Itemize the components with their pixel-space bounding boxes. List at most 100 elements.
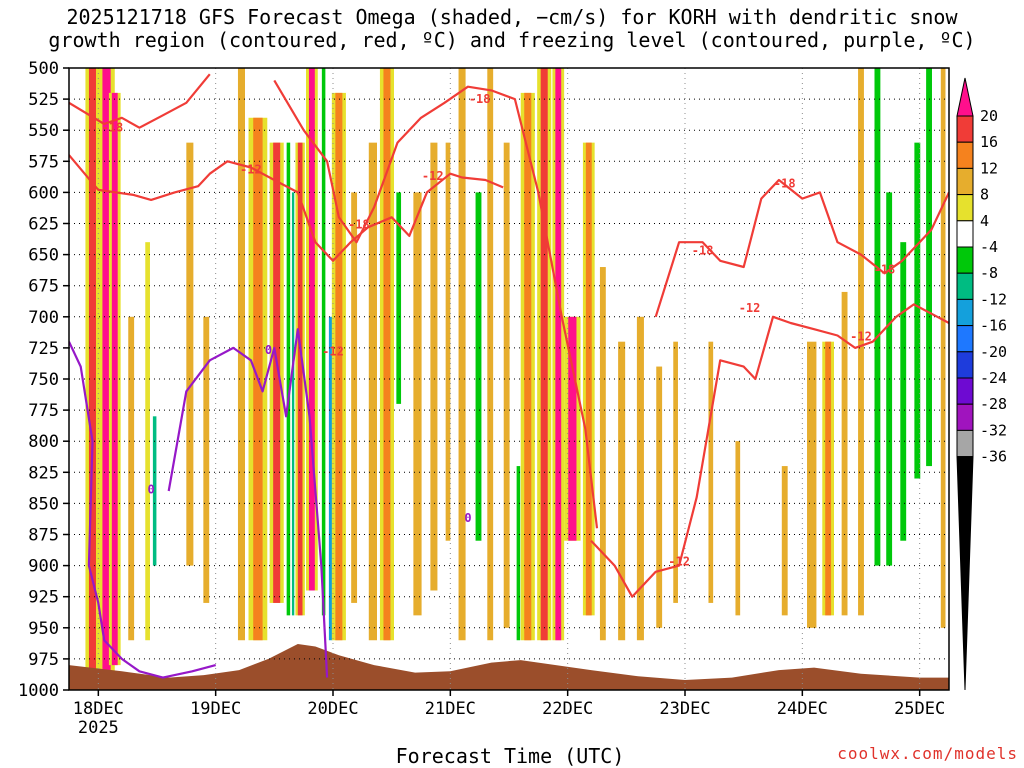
y-tick-label-825: 825 — [28, 463, 59, 483]
colorbar-label-5: -4 — [980, 238, 998, 256]
omega-column-13 — [297, 142, 303, 616]
y-axis: 500 525 550 575 600 625 650 675 700 725 750 775 800 8… — [18, 59, 69, 701]
y-tick-label-500: 500 — [28, 59, 59, 79]
contour-2 — [273, 79, 599, 529]
contour-label-0: -18 — [102, 120, 124, 134]
colorbar-segment-13 — [956, 429, 974, 458]
contour-label-5: -12 — [422, 169, 444, 183]
y-tick-label-600: 600 — [28, 183, 59, 203]
contour-0 — [69, 73, 211, 129]
y-tick-label-800: 800 — [28, 432, 59, 452]
contour-label-8: -12 — [739, 301, 761, 315]
omega-column-45 — [841, 291, 848, 616]
omega-column-52 — [940, 68, 946, 628]
y-tick-label-700: 700 — [28, 308, 59, 328]
x-tick-label-20DEC: 20DEC — [307, 699, 358, 719]
x-tick-label-24DEC: 24DEC — [777, 699, 828, 719]
omega-column-38 — [656, 366, 663, 628]
y-tick-label-925: 925 — [28, 588, 59, 608]
contour-label-4: -18 — [469, 92, 491, 106]
colorbar-label-10: -24 — [980, 369, 1007, 387]
colorbar: 20 16 12 8 4 -4 -8 -12 -16 -20 -24 -28 -32 -36 — [956, 77, 1007, 691]
omega-column-36 — [618, 341, 626, 641]
x-tick-label-22DEC: 22DEC — [542, 699, 593, 719]
omega-column-31 — [540, 68, 548, 641]
x-tick-sublabel-18DEC: 2025 — [78, 718, 119, 738]
colorbar-label-13: -36 — [980, 448, 1007, 466]
omega-column-17 — [335, 92, 343, 641]
omega-column-32 — [555, 68, 562, 641]
omega-column-24 — [445, 142, 451, 541]
colorbar-label-0: 20 — [980, 107, 998, 125]
x-tick-label-19DEC: 19DEC — [190, 699, 241, 719]
x-axis-title: Forecast Time (UTC) — [395, 744, 625, 768]
colorbar-label-1: 16 — [980, 133, 998, 151]
omega-column-40 — [708, 341, 714, 603]
omega-shading — [85, 68, 946, 678]
omega-column-15 — [321, 68, 326, 616]
colorbar-bottom-triangle — [956, 456, 974, 691]
title-line-1: 2025121718 GFS Forecast Omega (shaded, −… — [66, 5, 958, 29]
colorbar-label-4: 4 — [980, 212, 989, 230]
y-tick-label-1000: 1000 — [18, 681, 59, 701]
colorbar-label-3: 8 — [980, 186, 989, 204]
y-tick-label-550: 550 — [28, 121, 59, 141]
y-tick-label-725: 725 — [28, 339, 59, 359]
colorbar-segment-10 — [956, 351, 974, 379]
colorbar-segment-2 — [956, 141, 974, 169]
omega-column-35 — [599, 267, 606, 641]
colorbar-segment-6 — [956, 246, 974, 274]
contour-label-13: 0 — [148, 482, 155, 496]
omega-column-14 — [308, 68, 315, 591]
omega-column-6 — [186, 142, 194, 566]
omega-column-49 — [900, 242, 907, 541]
omega-column-27 — [487, 68, 494, 641]
colorbar-label-7: -12 — [980, 290, 1007, 308]
colorbar-segment-3 — [956, 167, 974, 196]
x-tick-label-25DEC: 25DEC — [894, 699, 945, 719]
omega-column-41 — [735, 441, 741, 616]
source-credit[interactable]: coolwx.com/models — [837, 744, 1018, 763]
omega-column-12 — [291, 192, 295, 616]
contour-label-14: 0 — [464, 511, 471, 525]
omega-column-4 — [145, 242, 150, 641]
omega-column-11 — [286, 142, 291, 616]
contour-label-9: -12 — [850, 329, 872, 343]
omega-column-46 — [858, 68, 864, 616]
colorbar-label-8: -16 — [980, 317, 1007, 335]
contour-label-11: -12 — [668, 555, 690, 569]
contour-labels: -18 -12 -18 -12 -18 -12 -18 -18 -12 -12 -18 -12 0 0 0 — [102, 92, 896, 569]
omega-column-26 — [475, 192, 482, 541]
colorbar-segment-12 — [956, 403, 974, 431]
y-tick-label-625: 625 — [28, 215, 59, 235]
contour-6 — [167, 328, 329, 678]
colorbar-segment-8 — [956, 298, 974, 327]
omega-column-18 — [351, 192, 358, 603]
y-tick-label-675: 675 — [28, 277, 59, 297]
x-tick-label-18DEC: 18DEC — [73, 699, 124, 719]
omega-column-50 — [914, 142, 921, 479]
contour-3 — [654, 178, 949, 318]
y-tick-label-900: 900 — [28, 557, 59, 577]
contour-5 — [69, 341, 216, 679]
omega-column-3 — [128, 316, 135, 641]
colorbar-label-9: -20 — [980, 343, 1007, 361]
omega-column-33 — [568, 316, 577, 541]
y-tick-label-950: 950 — [28, 619, 59, 639]
omega-column-10 — [273, 142, 281, 603]
x-tick-label-23DEC: 23DEC — [659, 699, 710, 719]
y-tick-label-975: 975 — [28, 650, 59, 670]
colorbar-label-11: -28 — [980, 395, 1007, 413]
omega-column-20 — [383, 68, 391, 641]
colorbar-segment-11 — [956, 377, 974, 405]
colorbar-label-12: -32 — [980, 421, 1007, 439]
omega-column-51 — [926, 68, 932, 467]
contour-label-1: -12 — [240, 163, 262, 177]
contour-label-10: -18 — [874, 262, 896, 276]
colorbar-segment-7 — [956, 272, 974, 300]
y-tick-label-775: 775 — [28, 401, 59, 421]
contour-1 — [69, 154, 504, 262]
x-tick-label-21DEC: 21DEC — [425, 699, 476, 719]
